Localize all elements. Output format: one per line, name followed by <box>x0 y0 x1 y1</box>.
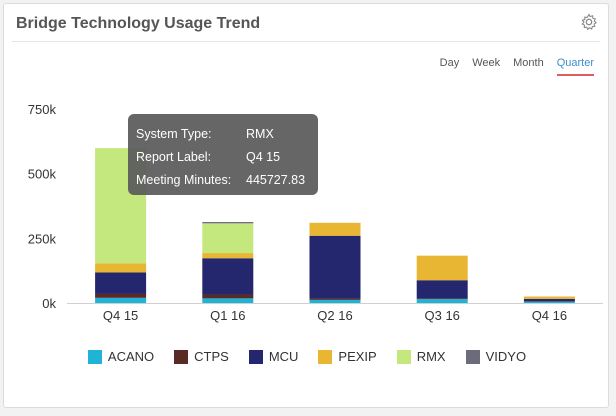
bar-segment-mcu[interactable] <box>95 272 147 294</box>
bar-segment-mcu[interactable] <box>523 298 575 302</box>
time-range-tabs: Day Week Month Quarter <box>427 56 594 76</box>
tooltip-row-report-label: Report Label: Q4 15 <box>136 145 310 168</box>
y-tick-label: 0k <box>42 296 56 311</box>
bar-segment-acano[interactable] <box>416 299 468 303</box>
bar-segment-vidyo[interactable] <box>202 222 254 224</box>
y-tick-label: 750k <box>28 102 57 117</box>
tab-month[interactable]: Month <box>513 57 544 69</box>
bar-segment-rmx[interactable] <box>202 223 254 254</box>
legend-swatch <box>396 349 411 364</box>
chart-title: Bridge Technology Usage Trend <box>16 15 261 32</box>
bar-segment-acano[interactable] <box>523 301 575 303</box>
x-tick-label: Q4 16 <box>532 308 567 323</box>
x-tick-label: Q4 15 <box>103 308 138 323</box>
bar-segment-pexip[interactable] <box>416 255 468 281</box>
tab-quarter[interactable]: Quarter <box>556 56 594 76</box>
chart-card: Bridge Technology Usage Trend Day Week M… <box>3 3 609 408</box>
tooltip-key: System Type: <box>136 126 212 141</box>
legend-label: CTPS <box>194 349 229 364</box>
bar-segment-pexip[interactable] <box>309 222 361 236</box>
legend-label: ACANO <box>107 349 155 364</box>
chart-tooltip: System Type: RMX Report Label: Q4 15 Mee… <box>128 114 318 195</box>
legend-swatch <box>318 349 333 364</box>
bar-segment-mcu[interactable] <box>416 280 468 299</box>
tooltip-row-system-type: System Type: RMX <box>136 122 310 145</box>
legend-swatch <box>87 349 102 364</box>
y-tick-label: 250k <box>28 231 57 246</box>
stacked-bar-chart: 0k 250k 500k 750k Q4 15 Q1 16 Q2 16 Q3 16 Q4 16 <box>28 102 603 323</box>
legend-label: VIDYO <box>485 349 527 364</box>
legend-item-rmx[interactable]: RMX <box>396 349 446 364</box>
legend-swatch <box>174 349 189 364</box>
legend-item-vidyo[interactable]: VIDYO <box>465 349 527 364</box>
x-tick-label: Q1 16 <box>210 308 245 323</box>
tab-day[interactable]: Day <box>439 57 460 69</box>
bar-segment-pexip[interactable] <box>523 296 575 299</box>
bar-segment-acano[interactable] <box>202 298 254 303</box>
chart-legend: ACANO CTPS MCU PEXIP RMX VIDYO <box>4 349 610 364</box>
legend-label: RMX <box>416 349 446 364</box>
bar-segment-ctps[interactable] <box>309 298 361 300</box>
legend-swatch <box>465 349 480 364</box>
x-tick-label: Q2 16 <box>317 308 352 323</box>
bar-segment-pexip[interactable] <box>202 253 254 259</box>
legend-swatch <box>248 349 263 364</box>
legend-item-acano[interactable]: ACANO <box>87 349 155 364</box>
legend-label: PEXIP <box>338 349 377 364</box>
bar-segment-acano[interactable] <box>95 297 147 303</box>
bar-segment-ctps[interactable] <box>202 294 254 299</box>
bar-segment-mcu[interactable] <box>309 235 361 299</box>
tooltip-value: Q4 15 <box>246 149 281 164</box>
tooltip-row-meeting-minutes: Meeting Minutes: 445727.83 <box>136 168 310 191</box>
bar-segment-ctps[interactable] <box>95 293 147 298</box>
bar-segment-pexip[interactable] <box>95 263 147 273</box>
legend-item-pexip[interactable]: PEXIP <box>318 349 377 364</box>
x-tick-label: Q3 16 <box>424 308 459 323</box>
legend-label: MCU <box>268 349 299 364</box>
legend-item-mcu[interactable]: MCU <box>248 349 299 364</box>
gear-icon[interactable] <box>580 13 598 31</box>
tooltip-value: RMX <box>246 126 274 141</box>
bar-segment-ctps[interactable] <box>416 298 468 300</box>
tab-week[interactable]: Week <box>472 57 501 69</box>
tooltip-key: Meeting Minutes: <box>136 172 232 187</box>
tooltip-value: 445727.83 <box>246 172 306 187</box>
tooltip-key: Report Label: <box>136 149 212 164</box>
bar-segment-acano[interactable] <box>309 299 361 303</box>
header-divider <box>12 41 600 42</box>
y-tick-label: 500k <box>28 167 57 182</box>
bar-segment-mcu[interactable] <box>202 258 254 295</box>
legend-item-ctps[interactable]: CTPS <box>174 349 229 364</box>
